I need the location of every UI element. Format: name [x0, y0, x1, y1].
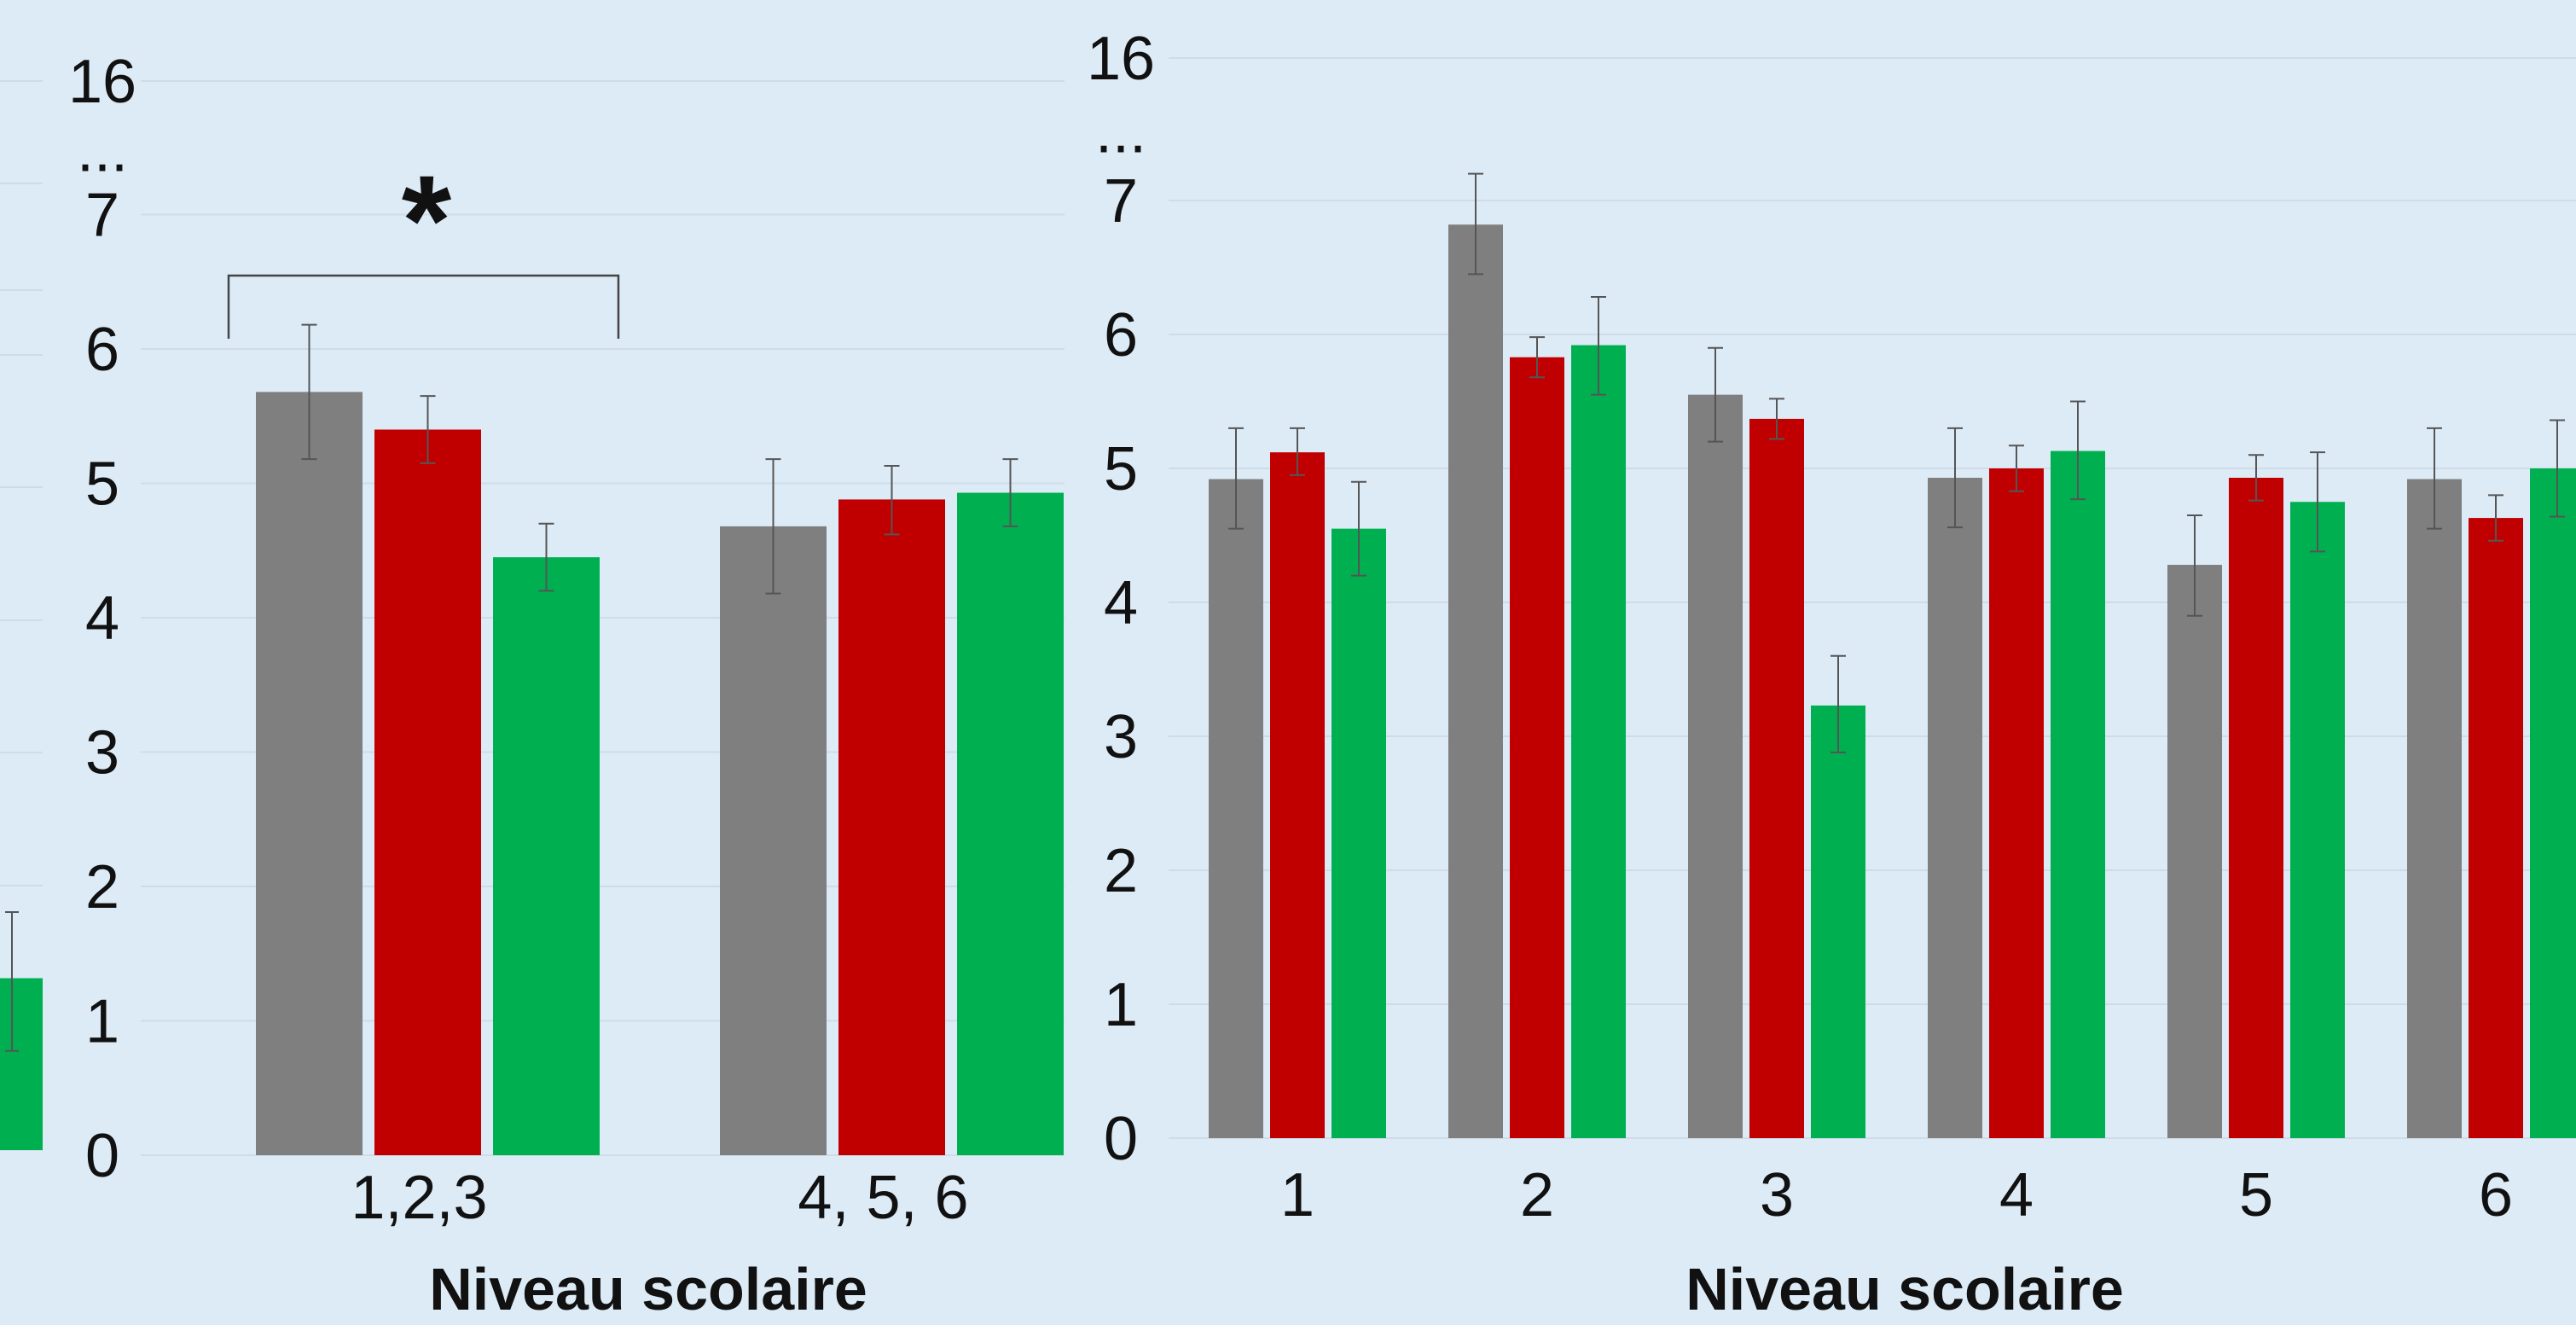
bar-1-2-3-series-2	[374, 429, 481, 1155]
y-tick-label: 5	[1104, 435, 1138, 503]
bar-5-series-2	[2229, 477, 2283, 1138]
bar-2-series-1	[1448, 224, 1503, 1138]
y-tick-label: ...	[1095, 98, 1146, 166]
x-category-label: 5	[2239, 1161, 2273, 1229]
y-tick-label: 1	[85, 988, 119, 1056]
bar-6-series-1	[2407, 479, 2462, 1138]
bar-1-2-3-series-1	[256, 392, 363, 1155]
bar-4-series-2	[1989, 468, 2044, 1138]
bar-6-series-2	[2469, 518, 2523, 1138]
bar-4-series-1	[1928, 477, 1982, 1138]
x-category-label: 6	[2479, 1161, 2513, 1229]
significance-star: *	[402, 148, 452, 292]
y-tick-label: 4	[85, 584, 119, 653]
grouped-chart-individual-levels: 0 1 2 3 4 5 6 7...16 1 2 3 4 5 6 Niveau scolaire	[1087, 25, 2576, 1322]
x-category-label: 1	[1280, 1161, 1314, 1229]
bar-3-series-1	[1688, 394, 1743, 1138]
x-category-label: 2	[1520, 1161, 1554, 1229]
y-tick-label: 0	[1104, 1105, 1138, 1173]
y-tick-label: 3	[85, 719, 119, 787]
y-tick-label: 2	[1104, 837, 1138, 905]
bar-4-series-3	[2051, 450, 2105, 1138]
bar-6-series-3	[2530, 468, 2576, 1138]
bar-4-5-6-series-2	[838, 499, 945, 1155]
y-tick-label: 16	[1087, 25, 1155, 93]
bar-3-series-2	[1749, 418, 1804, 1138]
x-category-label: 4	[1999, 1161, 2034, 1229]
x-category-label: 3	[1760, 1161, 1794, 1229]
y-tick-label: 7	[85, 182, 119, 250]
bar-2-series-3	[1571, 345, 1626, 1138]
y-tick-label: 16	[68, 48, 136, 116]
bar-4-5-6-series-3	[957, 492, 1064, 1155]
bar-5-series-1	[2167, 565, 2222, 1138]
x-axis-title: Niveau scolaire	[1685, 1256, 2124, 1322]
bar-4-5-6-series-1	[720, 526, 827, 1155]
grouped-chart-combined-levels: 0 1 2 3 4 5 6 7...16 1,2,3 4, 5, 6 Niveau scolaire…	[68, 48, 1065, 1322]
y-tick-label: 6	[85, 316, 119, 384]
bar-green	[0, 978, 43, 1150]
y-tick-label: 2	[85, 853, 119, 921]
x-axis-title: Niveau scolaire	[429, 1256, 867, 1322]
y-tick-label: 7	[1104, 167, 1138, 235]
bar-1-series-1	[1209, 479, 1263, 1138]
bar-1-series-3	[1332, 528, 1386, 1138]
y-tick-label: 4	[1104, 569, 1138, 637]
significance-bracket	[227, 274, 620, 339]
x-category-label: 4, 5, 6	[798, 1164, 968, 1232]
y-tick-label: 5	[85, 450, 119, 519]
bar-3-series-3	[1811, 705, 1865, 1138]
y-tick-label: 1	[1104, 971, 1138, 1039]
y-tick-label: ...	[77, 116, 128, 184]
bar-2-series-2	[1510, 357, 1564, 1138]
y-tick-label: 0	[85, 1122, 119, 1190]
left-cropped-chart	[0, 80, 43, 1151]
y-tick-label: 6	[1104, 301, 1138, 369]
bar-1-2-3-series-3	[493, 557, 600, 1155]
bar-5-series-3	[2290, 502, 2345, 1138]
x-category-label: 1,2,3	[351, 1164, 487, 1232]
bar-1-series-2	[1270, 452, 1325, 1138]
y-tick-label: 3	[1104, 703, 1138, 771]
